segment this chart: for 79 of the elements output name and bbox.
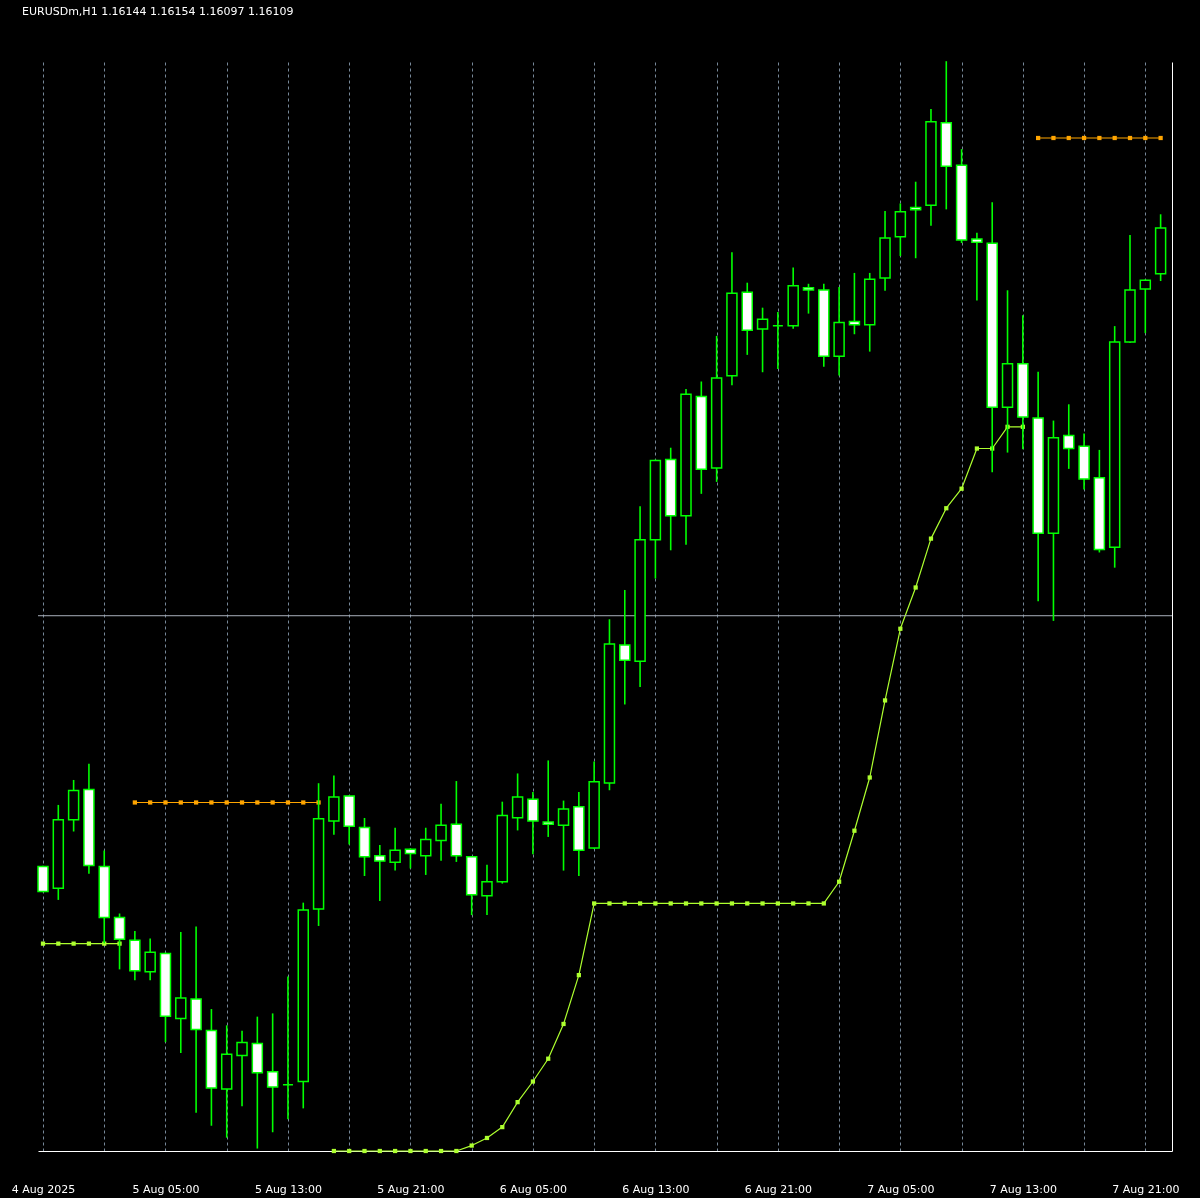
x-tick-label: 7 Aug 05:00 — [867, 1182, 935, 1196]
point — [714, 901, 719, 906]
point — [132, 800, 137, 805]
candlestick — [113, 913, 126, 970]
point — [699, 901, 704, 906]
point — [1158, 135, 1163, 141]
point — [852, 828, 857, 833]
point — [469, 1143, 474, 1148]
point — [683, 901, 689, 906]
candlestick — [175, 931, 187, 1053]
point — [408, 1148, 413, 1154]
point — [791, 901, 796, 906]
point — [622, 901, 627, 906]
point — [913, 585, 918, 590]
x-tick-label: 6 Aug 13:00 — [622, 1182, 690, 1196]
candlestick — [971, 232, 983, 301]
point — [515, 1100, 520, 1105]
candlestick — [282, 976, 294, 1120]
point — [255, 800, 260, 805]
x-tick-label: 6 Aug 21:00 — [744, 1182, 812, 1196]
point — [760, 901, 765, 906]
x-tick-label: 5 Aug 05:00 — [132, 1182, 200, 1196]
point — [224, 800, 229, 805]
candlestick — [1063, 404, 1075, 469]
candlestick — [527, 791, 539, 855]
point — [362, 1148, 367, 1154]
point — [285, 800, 291, 805]
x-tick-label: 7 Aug 21:00 — [1112, 1182, 1180, 1196]
candlestick — [1139, 279, 1152, 334]
point — [301, 800, 306, 805]
x-tick-label: 6 Aug 05:00 — [499, 1182, 567, 1196]
point — [178, 800, 183, 805]
candlestick — [542, 760, 554, 837]
point — [561, 1021, 566, 1027]
candlestick — [557, 800, 570, 871]
point — [530, 1079, 536, 1084]
candlestick — [328, 775, 340, 835]
candlestick — [756, 307, 769, 373]
point — [653, 901, 658, 906]
x-tick-label: 5 Aug 21:00 — [377, 1182, 445, 1196]
point — [239, 800, 245, 805]
point — [209, 800, 214, 805]
point — [637, 901, 643, 906]
point — [745, 901, 750, 906]
candlestick — [144, 938, 156, 981]
x-tick-label: 4 Aug 2025 — [11, 1182, 76, 1196]
candlestick — [420, 827, 432, 875]
candlestick — [404, 848, 417, 869]
candlestick — [435, 803, 447, 861]
point — [607, 901, 612, 906]
point — [163, 800, 168, 805]
point — [959, 486, 964, 491]
point — [867, 775, 872, 780]
x-tick-label: 7 Aug 13:00 — [989, 1182, 1057, 1196]
candlestick — [389, 827, 401, 871]
candlestick — [236, 1030, 248, 1107]
candlestick — [802, 283, 815, 314]
candlestick — [374, 845, 386, 901]
candlestick — [481, 864, 493, 916]
point — [592, 901, 597, 906]
point — [821, 901, 826, 906]
point — [974, 446, 980, 451]
point — [729, 901, 735, 906]
point — [148, 800, 153, 805]
candlestick — [619, 589, 631, 705]
candlestick — [266, 1013, 279, 1133]
point — [1097, 135, 1102, 141]
point — [775, 901, 780, 906]
candlestick — [772, 312, 784, 369]
point — [1051, 135, 1056, 141]
x-tick-label: 5 Aug 13:00 — [254, 1182, 323, 1196]
candlestick — [511, 773, 524, 831]
point — [668, 901, 673, 906]
point — [806, 901, 811, 906]
point — [882, 698, 888, 703]
chart-title: EURUSDm,H1 1.16144 1.16154 1.16097 1.16109 — [22, 5, 294, 18]
point — [270, 800, 275, 805]
point — [71, 941, 76, 946]
point — [193, 800, 199, 805]
